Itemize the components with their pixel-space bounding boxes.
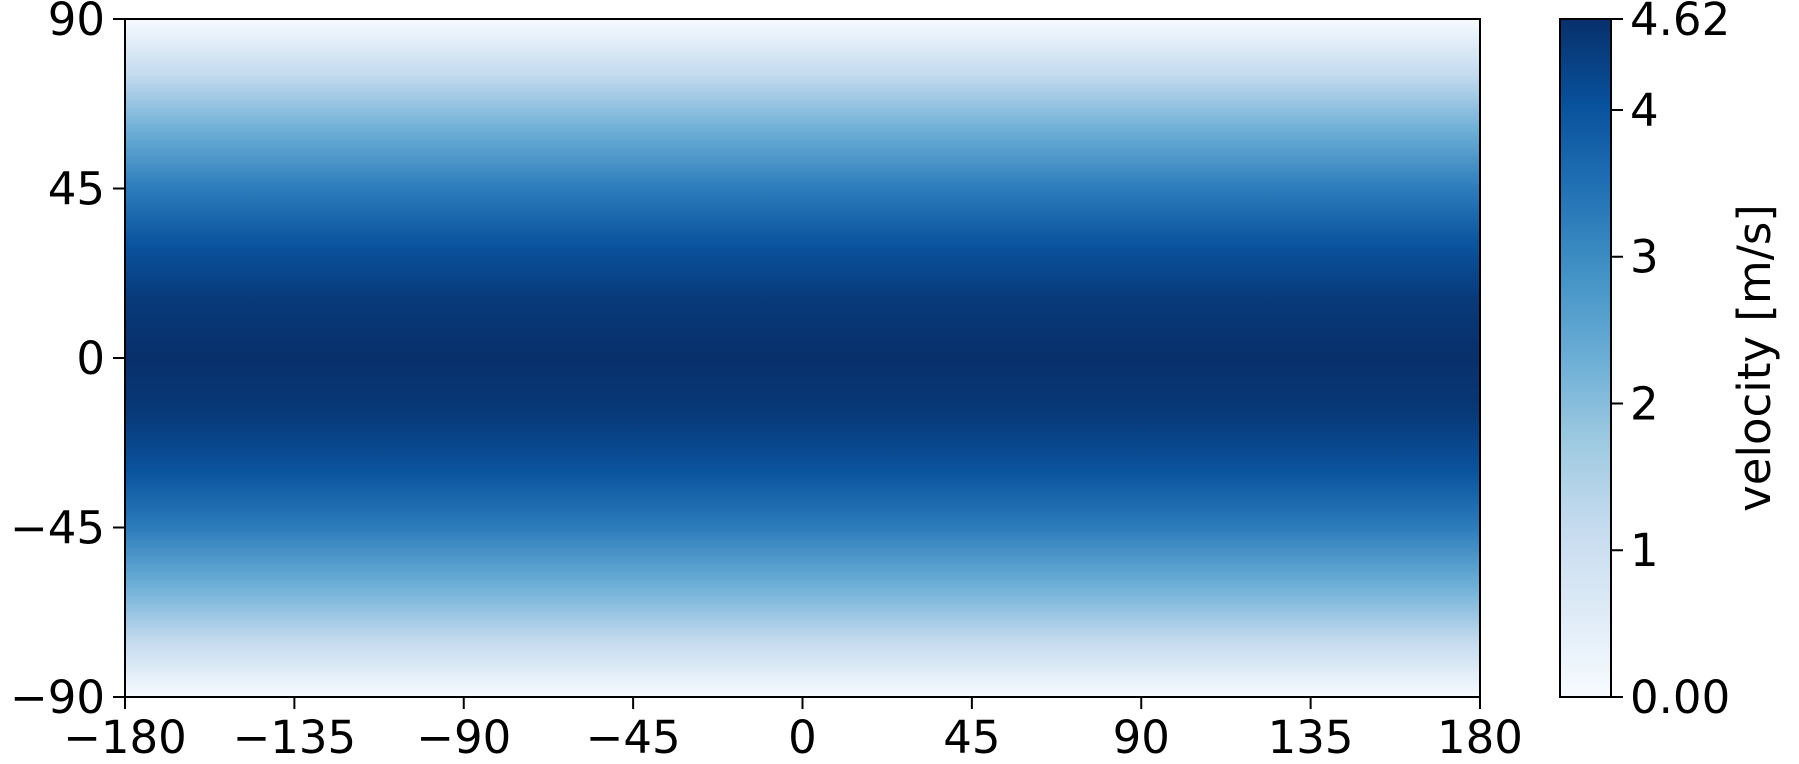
y-tick-label: 90 <box>48 0 105 46</box>
x-tick-label: 0 <box>788 711 817 764</box>
x-tick-label: 135 <box>1268 711 1354 764</box>
colorbar-tick-label: 0.00 <box>1630 671 1730 724</box>
colorbar-tick-label: 4 <box>1630 84 1659 137</box>
y-tick-label: −90 <box>10 671 105 724</box>
x-tick-label: 180 <box>1437 711 1523 764</box>
colorbar-tick-label: 2 <box>1630 377 1659 430</box>
x-tick-label: −135 <box>233 711 357 764</box>
y-tick-label: 0 <box>76 332 105 385</box>
x-tick-label: −45 <box>586 711 681 764</box>
y-tick-label: −45 <box>10 502 105 555</box>
x-tick-label: −90 <box>416 711 511 764</box>
colorbar-tick-label: 4.62 <box>1630 0 1730 46</box>
x-tick-label: 45 <box>943 711 1000 764</box>
y-tick-label: 45 <box>48 163 105 216</box>
colorbar-label: velocity [m/s] <box>1728 204 1781 512</box>
heatmap-field <box>125 19 1480 697</box>
colorbar <box>1560 19 1611 697</box>
x-tick-label: 90 <box>1113 711 1170 764</box>
colorbar-tick-label: 1 <box>1630 524 1659 577</box>
colorbar-tick-label: 3 <box>1630 231 1659 284</box>
